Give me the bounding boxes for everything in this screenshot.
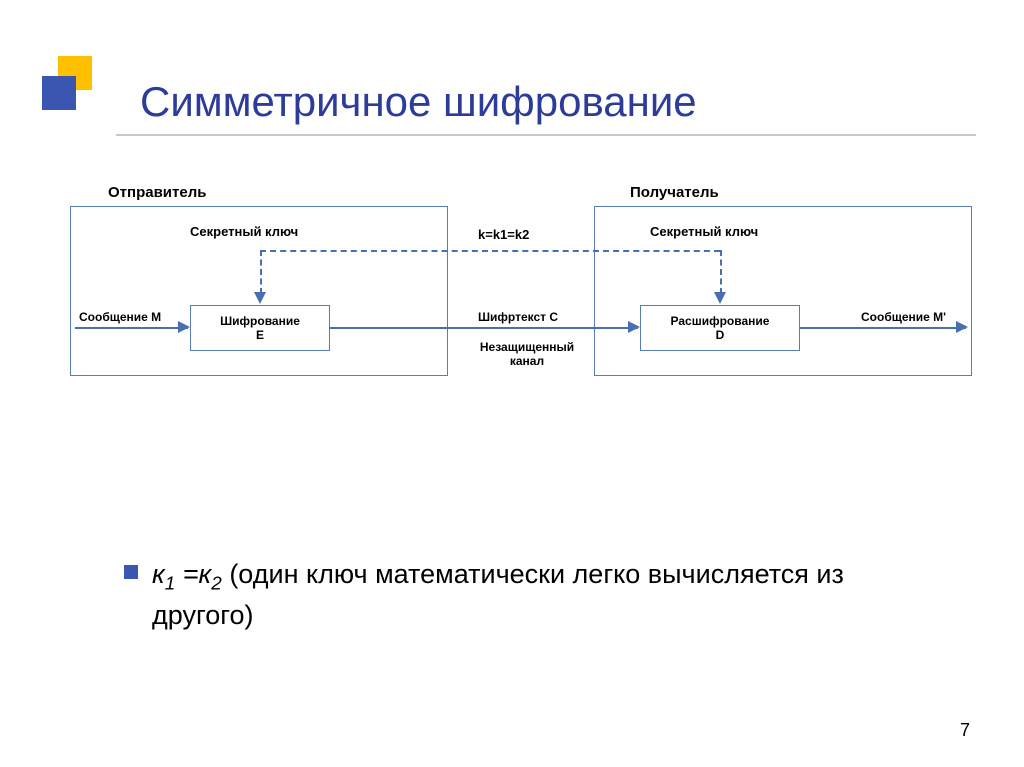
key-dashed-down-left (260, 250, 262, 294)
formula-k1: к1 (152, 559, 175, 589)
secret-key-right-label: Секретный ключ (650, 224, 758, 239)
formula-k2: 2 (211, 559, 222, 589)
key-dashed-down-right (720, 250, 722, 294)
page-number: 7 (960, 720, 970, 741)
sender-label: Отправитель (108, 184, 206, 201)
slide-logo (42, 56, 102, 116)
logo-blue-square (42, 76, 76, 110)
ciphertext-label: Шифртекст С (478, 310, 558, 324)
key-arrowhead-left (254, 292, 266, 304)
key-dashed-line (260, 250, 720, 252)
bullet-text: к1 =к2 (один ключ математически легко вы… (152, 556, 892, 633)
receiver-label: Получатель (630, 184, 719, 201)
arrow-ciphertext (330, 327, 638, 329)
key-equation-label: k=k1=k2 (478, 227, 529, 242)
arrow-msg-in (75, 327, 188, 329)
encrypt-box: Шифрование Е (190, 305, 330, 351)
bullet-rest: (один ключ математически легко вычисляет… (152, 559, 844, 630)
key-arrowhead-right (714, 292, 726, 304)
formula-eq: =к (175, 559, 211, 589)
title-underline (116, 134, 976, 136)
channel-label: Незащищенный канал (472, 340, 582, 368)
bullet-square-icon (124, 565, 138, 579)
message-m-label: Сообщение М (79, 310, 161, 324)
arrow-msg-out (800, 327, 966, 329)
arrow-msg-out-head (956, 321, 968, 333)
message-mp-label: Сообщение М' (861, 310, 946, 324)
slide-title: Симметричное шифрование (140, 78, 697, 126)
arrow-msg-in-head (178, 321, 190, 333)
decrypt-box: Расшифрование D (640, 305, 800, 351)
arrow-ciphertext-head (628, 321, 640, 333)
secret-key-left-label: Секретный ключ (190, 224, 298, 239)
